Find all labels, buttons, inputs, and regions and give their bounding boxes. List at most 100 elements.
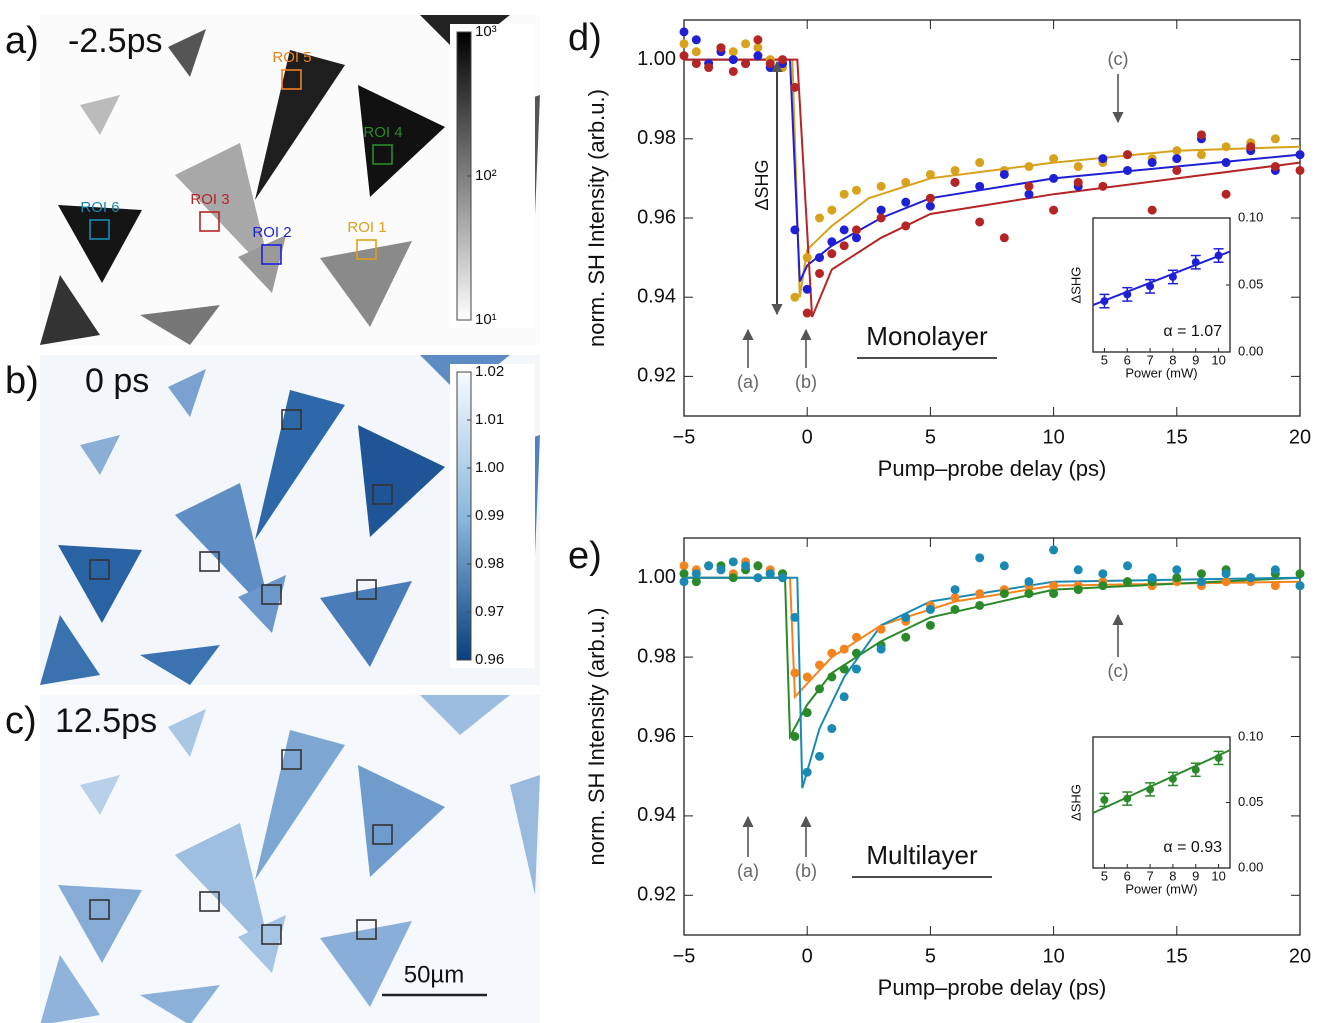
- x-tick-label: 5: [925, 945, 936, 967]
- data-point: [975, 600, 985, 610]
- data-point: [1270, 134, 1280, 144]
- fit-exponent: α = 1.07: [1163, 323, 1222, 340]
- y-axis-label: ΔSHG: [1068, 267, 1083, 304]
- flake: [40, 615, 100, 685]
- colorbar-tick-label: 0.98: [475, 555, 504, 572]
- y-tick-label: 0.10: [1238, 728, 1263, 743]
- data-point: [1172, 165, 1182, 175]
- data-point: [1073, 565, 1083, 575]
- data-point: [802, 284, 812, 294]
- data-point: [1295, 150, 1305, 160]
- data-point: [1221, 569, 1231, 579]
- roi-box: [261, 244, 282, 265]
- data-point: [999, 589, 1009, 599]
- data-point: [1221, 158, 1231, 168]
- y-tick-label: 0.94: [637, 285, 676, 307]
- data-point: [851, 185, 861, 195]
- data-point: [975, 217, 985, 227]
- x-tick-label: 10: [1042, 426, 1064, 448]
- flake: [175, 483, 272, 617]
- y-axis-label: norm. SH Intensity (arb.u.): [584, 89, 609, 347]
- flake: [80, 435, 120, 475]
- x-tick-label: 10: [1211, 352, 1225, 367]
- data-point: [1221, 189, 1231, 199]
- annotation: (c): [1108, 661, 1129, 681]
- data-point: [1196, 577, 1206, 587]
- data-point: [1168, 774, 1177, 783]
- data-point: [679, 39, 689, 49]
- data-point: [1049, 154, 1059, 164]
- data-point: [851, 233, 861, 243]
- roi-label: ROI 1: [347, 219, 386, 236]
- data-point: [1098, 569, 1108, 579]
- x-tick-label: 15: [1166, 945, 1188, 967]
- y-tick-label: 0.05: [1238, 794, 1263, 809]
- data-point: [1123, 794, 1132, 803]
- fit-line: [684, 576, 1301, 789]
- fit-exponent: α = 0.93: [1163, 839, 1222, 856]
- data-point: [1191, 765, 1200, 774]
- y-tick-label: 0.05: [1238, 276, 1263, 291]
- y-tick-label: 0.96: [637, 206, 676, 228]
- roi-box: [281, 409, 302, 430]
- x-axis-label: Pump–probe delay (ps): [878, 456, 1107, 481]
- flake: [168, 29, 206, 77]
- data-point: [728, 66, 738, 76]
- data-point: [778, 573, 788, 583]
- data-point: [839, 644, 849, 654]
- x-tick-label: 20: [1289, 426, 1311, 448]
- data-point: [1172, 565, 1182, 575]
- data-point: [950, 593, 960, 603]
- data-point: [901, 221, 911, 231]
- flake: [58, 205, 142, 283]
- x-tick-label: 5: [1101, 352, 1108, 367]
- data-point: [679, 51, 689, 61]
- data-point: [999, 233, 1009, 243]
- y-tick-label: 0.94: [637, 804, 676, 826]
- data-point: [1049, 205, 1059, 215]
- data-point: [1146, 282, 1155, 291]
- data-point: [691, 59, 701, 69]
- x-axis-label: Power (mW): [1125, 881, 1197, 896]
- data-point: [839, 241, 849, 251]
- annotation: Monolayer: [866, 321, 988, 351]
- data-point: [975, 158, 985, 168]
- flake: [80, 95, 120, 135]
- data-point: [741, 59, 751, 69]
- colorbar-tick-label: 10³: [475, 23, 497, 40]
- roi-box: [372, 484, 393, 505]
- data-point: [1270, 162, 1280, 172]
- data-point: [1024, 589, 1034, 599]
- data-point: [753, 561, 763, 571]
- x-tick-label: −5: [673, 945, 696, 967]
- y-tick-label: 0.00: [1238, 343, 1263, 358]
- colorbar-tick-label: 1.02: [475, 363, 504, 380]
- annotation: ΔSHG: [752, 159, 772, 210]
- roi-box: [372, 144, 393, 165]
- data-point: [851, 664, 861, 674]
- data-point: [765, 569, 775, 579]
- data-point: [901, 612, 911, 622]
- x-tick-label: 0: [802, 945, 813, 967]
- data-point: [691, 577, 701, 587]
- flake: [40, 955, 100, 1023]
- roi-box: [199, 551, 220, 572]
- data-point: [790, 612, 800, 622]
- x-tick-label: 7: [1146, 868, 1153, 883]
- x-tick-label: 5: [1101, 868, 1108, 883]
- data-point: [1073, 585, 1083, 595]
- x-tick-label: 8: [1169, 868, 1176, 883]
- time-label: -2.5ps: [68, 22, 163, 60]
- data-point: [876, 205, 886, 215]
- flake: [320, 581, 412, 667]
- data-point: [1221, 142, 1231, 152]
- x-tick-label: 15: [1166, 426, 1188, 448]
- data-point: [1146, 785, 1155, 794]
- data-point: [1123, 290, 1132, 299]
- colorbar-tick-label: 0.99: [475, 507, 504, 524]
- data-point: [975, 181, 985, 191]
- colorbar-tick-label: 0.96: [475, 651, 504, 668]
- data-point: [1100, 795, 1109, 804]
- y-tick-label: 0.98: [637, 645, 676, 667]
